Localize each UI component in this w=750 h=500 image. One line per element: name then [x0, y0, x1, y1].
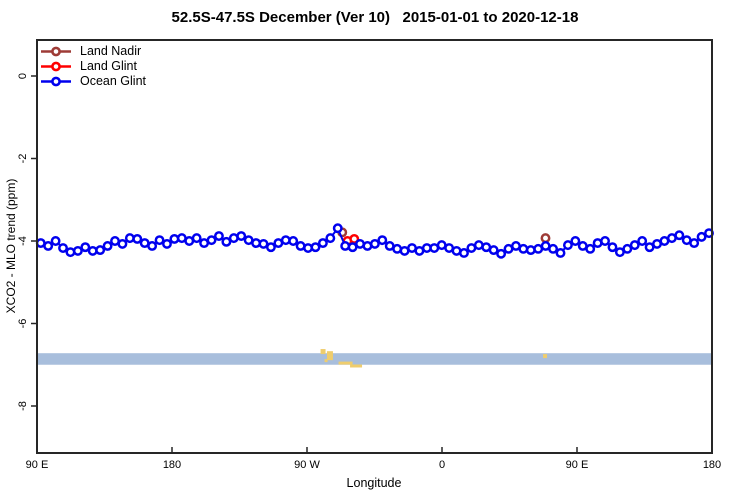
ocean-glint-point — [340, 241, 351, 251]
yellow-mark — [320, 349, 326, 355]
ocean-glint-point — [288, 236, 299, 246]
ocean-glint-point — [132, 233, 143, 244]
ocean-glint-point — [689, 238, 700, 249]
y-tick-label: -4 — [17, 236, 29, 246]
y-tick-label: -8 — [17, 401, 29, 411]
legend-label-land-glint: Land Glint — [80, 59, 137, 73]
yellow-mark — [350, 364, 363, 368]
plot-border — [36, 39, 713, 454]
yellow-mark — [324, 359, 328, 363]
ocean-glint-point — [377, 235, 388, 246]
ocean-glint-point — [347, 242, 358, 253]
x-tick-label: 90 E — [26, 459, 49, 471]
ocean-glint-point — [570, 236, 581, 246]
ocean-glint-point — [258, 238, 269, 249]
highlight-band — [37, 353, 712, 365]
land-nadir-point — [540, 233, 551, 244]
ocean-glint-point — [332, 223, 343, 234]
x-tick-label: 180 — [163, 459, 181, 471]
ocean-glint-point — [562, 240, 573, 251]
yellow-mark — [326, 351, 333, 361]
x-tick-label: 180 — [703, 459, 721, 471]
ocean-glint-point — [58, 243, 68, 253]
land-nadir-key-icon — [41, 46, 71, 57]
ocean-glint-point — [622, 243, 633, 254]
legend-label-ocean-glint: Ocean Glint — [80, 74, 147, 88]
ocean-glint-point — [162, 238, 172, 249]
yellow-mark — [543, 354, 548, 359]
ocean-glint-point — [236, 231, 247, 242]
ocean-glint-point — [496, 248, 507, 259]
ocean-glint-point — [95, 245, 106, 256]
legend-label-land-nadir: Land Nadir — [80, 44, 142, 58]
ocean-glint-point — [548, 243, 559, 254]
land-glint-key-icon — [41, 61, 71, 72]
ocean-glint-point — [607, 242, 618, 253]
yellow-mark — [338, 361, 353, 365]
ocean-glint-point — [117, 238, 128, 249]
ocean-glint-point — [525, 245, 536, 256]
ocean-glint-point — [147, 241, 158, 251]
x-tick-label: 90 E — [566, 459, 589, 471]
ocean-glint-point — [518, 243, 529, 254]
ocean-glint-point — [629, 240, 640, 251]
ocean-glint-point — [80, 242, 91, 253]
ocean-glint-point — [265, 242, 276, 253]
ocean-glint-point — [221, 236, 232, 247]
ocean-glint-point — [600, 236, 610, 246]
x-tick-label: 90 W — [294, 459, 320, 471]
ocean-glint-point — [72, 245, 83, 256]
y-tick-label: 0 — [17, 73, 29, 79]
ocean-glint-point — [637, 236, 648, 246]
y-axis-title: XCO2 - MLO trend (ppm) — [4, 178, 18, 314]
ocean-glint-point — [206, 235, 217, 246]
chart-title: 52.5S-47.5S December (Ver 10) 2015-01-01… — [171, 9, 579, 26]
legend-item-land-nadir: Land Nadir — [40, 44, 146, 59]
ocean-glint-point — [696, 231, 707, 242]
ocean-glint-point — [614, 247, 625, 258]
legend: Land Nadir Land Glint Ocean Glint — [40, 44, 146, 89]
ocean-glint-point — [644, 242, 655, 253]
ocean-glint-point — [43, 241, 54, 251]
x-tick-label: 0 — [439, 459, 445, 471]
ocean-glint-point — [65, 247, 76, 258]
ocean-glint-point — [317, 238, 328, 249]
ocean-glint-point — [325, 233, 336, 244]
ocean-glint-point — [674, 230, 685, 241]
ocean-glint-point — [102, 241, 113, 251]
ocean-glint-point — [310, 242, 321, 253]
ocean-glint-point — [369, 238, 380, 249]
y-tick-label: -6 — [17, 319, 29, 329]
ocean-glint-point — [50, 236, 61, 246]
ocean-glint-point — [488, 245, 499, 256]
x-axis-title: Longitude — [346, 476, 402, 490]
ocean-glint-point — [154, 235, 165, 246]
ocean-glint-point — [555, 248, 566, 258]
ocean-glint-point — [214, 231, 224, 242]
legend-item-land-glint: Land Glint — [40, 59, 146, 74]
ocean-glint-key-icon — [41, 76, 71, 87]
ocean-glint-point — [191, 233, 202, 244]
legend-item-ocean-glint: Ocean Glint — [40, 74, 146, 89]
ocean-glint-point — [459, 248, 469, 258]
y-tick-label: -2 — [17, 154, 29, 164]
ocean-glint-point — [585, 243, 596, 254]
